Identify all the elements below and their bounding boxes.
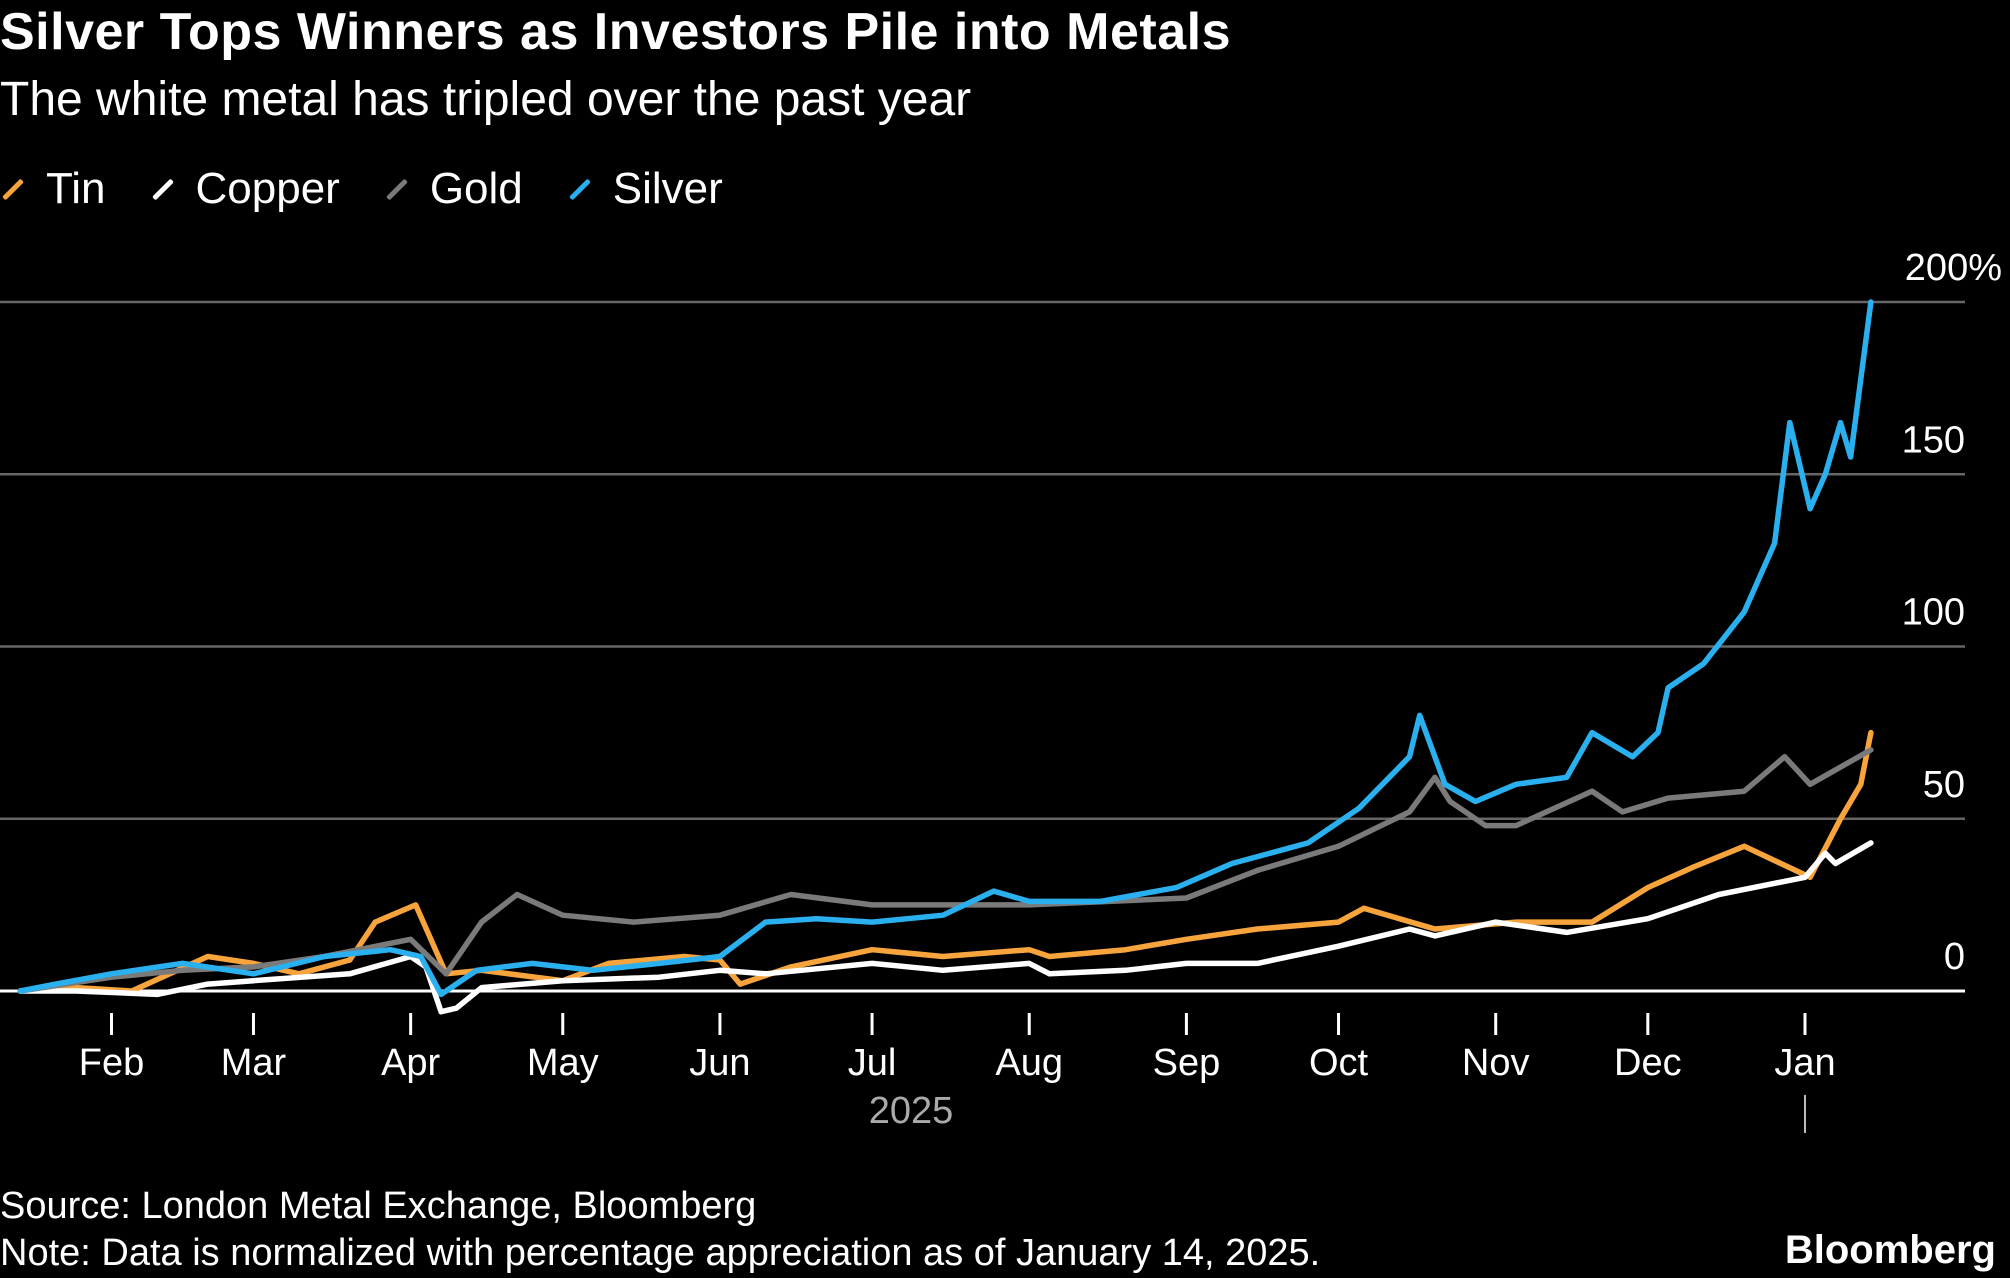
x-tick-label: May: [527, 1042, 599, 1084]
y-tick-label: 0: [1944, 936, 1965, 978]
y-tick-label: 150: [1902, 419, 1965, 461]
x-tick-label: Mar: [221, 1042, 287, 1084]
chart-subtitle: The white metal has tripled over the pas…: [0, 73, 972, 126]
series-line-copper: [17, 840, 1874, 1015]
legend: Tin Copper Gold Silver: [0, 164, 723, 214]
legend-label-copper: Copper: [195, 164, 340, 213]
x-tick-label: Nov: [1462, 1042, 1530, 1084]
y-tick-label: 200%: [1905, 247, 2002, 289]
x-tick-label: Jan: [1774, 1042, 1835, 1084]
x-tick-label: Feb: [79, 1042, 144, 1084]
legend-item-tin: Tin: [0, 164, 106, 214]
year-label: 2025: [869, 1090, 954, 1132]
x-tick-label: Sep: [1153, 1042, 1221, 1084]
source-note: Source: London Metal Exchange, Bloomberg: [0, 1185, 757, 1227]
legend-label-silver: Silver: [612, 164, 723, 213]
chart-title: Silver Tops Winners as Investors Pile in…: [0, 3, 1231, 61]
x-tick-label: Jul: [848, 1042, 897, 1084]
x-tick-label: Dec: [1614, 1042, 1682, 1084]
x-tick-label: Apr: [381, 1042, 440, 1084]
footnote: Note: Data is normalized with percentage…: [0, 1232, 1321, 1274]
legend-item-silver: Silver: [567, 164, 723, 214]
series-line-silver: [17, 299, 1874, 998]
x-tick-label: Jun: [689, 1042, 750, 1084]
bloomberg-logo: Bloomberg: [1784, 1228, 1996, 1272]
x-tick-label: Oct: [1309, 1042, 1369, 1084]
legend-item-gold: Gold: [384, 164, 523, 214]
legend-label-tin: Tin: [46, 164, 106, 213]
y-tick-label: 100: [1902, 592, 1965, 634]
series-line-tin: [17, 729, 1874, 994]
y-tick-label: 50: [1923, 764, 1965, 806]
x-tick-label: Aug: [995, 1042, 1063, 1084]
legend-label-gold: Gold: [429, 164, 523, 213]
legend-item-copper: Copper: [150, 164, 340, 214]
